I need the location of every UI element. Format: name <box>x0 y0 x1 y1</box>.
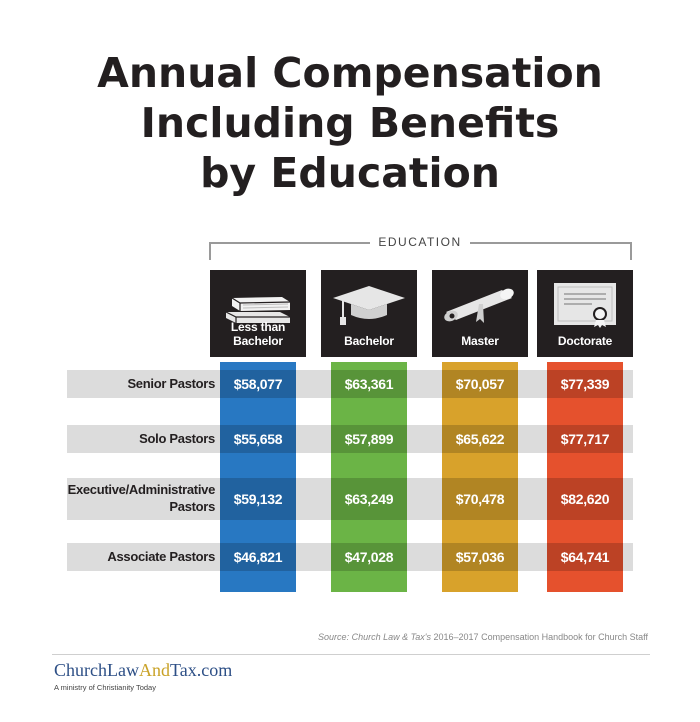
row-label-line: Pastors <box>169 499 215 514</box>
title-line-3: by Education <box>200 149 500 197</box>
value-cell: $57,899 <box>331 425 407 453</box>
diploma-scroll-icon <box>444 288 514 323</box>
value-cell: $65,622 <box>442 425 518 453</box>
value-cell: $63,249 <box>331 478 407 520</box>
title-line-1: Annual Compensation <box>97 49 603 97</box>
brand-tagline: A ministry of Christianity Today <box>54 683 156 692</box>
column-header-bachelor: Bachelor <box>321 270 417 357</box>
column-header-less-than-bachelor: Less than Bachelor <box>210 270 306 357</box>
column-header-doctorate: Doctorate <box>537 270 633 357</box>
value-cell: $55,658 <box>220 425 296 453</box>
column-label: Less than Bachelor <box>230 320 286 348</box>
certificate-icon <box>554 283 616 328</box>
chart-title: Annual Compensation Including Benefits b… <box>0 48 700 198</box>
source-rest: 2016–2017 Compensation Handbook for Chur… <box>431 632 648 642</box>
brand-part: And <box>138 660 170 680</box>
value-cell: $77,717 <box>547 425 623 453</box>
column-label: Bachelor <box>344 334 394 348</box>
brand-part: Tax.com <box>169 660 233 680</box>
value-cell: $59,132 <box>220 478 296 520</box>
row-label-line: Senior Pastors <box>127 376 215 391</box>
column-label: Master <box>461 334 499 348</box>
value-cell: $64,741 <box>547 543 623 571</box>
row-label-line: Executive/Administrative <box>67 482 216 497</box>
value-cell: $46,821 <box>220 543 296 571</box>
row-label-solo-pastors: Solo Pastors <box>67 425 215 453</box>
row-label-executive-administrative-pastors: Executive/Administrative Pastors <box>67 481 216 515</box>
value-cell: $77,339 <box>547 370 623 398</box>
title-line-2: Including Benefits <box>140 99 560 147</box>
footer-divider <box>52 654 650 655</box>
value-cell: $82,620 <box>547 478 623 520</box>
column-header-master: Master <box>432 270 528 357</box>
brand-part: ChurchLaw <box>54 660 139 680</box>
value-cell: $63,361 <box>331 370 407 398</box>
source-note: Source: Church Law & Tax's 2016–2017 Com… <box>318 632 648 642</box>
column-label: Doctorate <box>557 334 613 348</box>
value-cell: $70,057 <box>442 370 518 398</box>
source-prefix: Source: <box>318 632 352 642</box>
graduation-cap-icon <box>333 286 405 325</box>
row-label-line: Solo Pastors <box>139 431 215 446</box>
value-cell: $47,028 <box>331 543 407 571</box>
row-label-senior-pastors: Senior Pastors <box>67 370 215 398</box>
row-label-line: Associate Pastors <box>107 549 215 564</box>
value-cell: $57,036 <box>442 543 518 571</box>
value-cell: $70,478 <box>442 478 518 520</box>
brand-logo: ChurchLawAndTax.com <box>54 660 232 681</box>
row-label-associate-pastors: Associate Pastors <box>67 543 215 571</box>
books-icon <box>225 297 291 323</box>
source-italic: Church Law & Tax's <box>351 632 432 642</box>
education-label: EDUCATION <box>370 233 470 251</box>
value-cell: $58,077 <box>220 370 296 398</box>
